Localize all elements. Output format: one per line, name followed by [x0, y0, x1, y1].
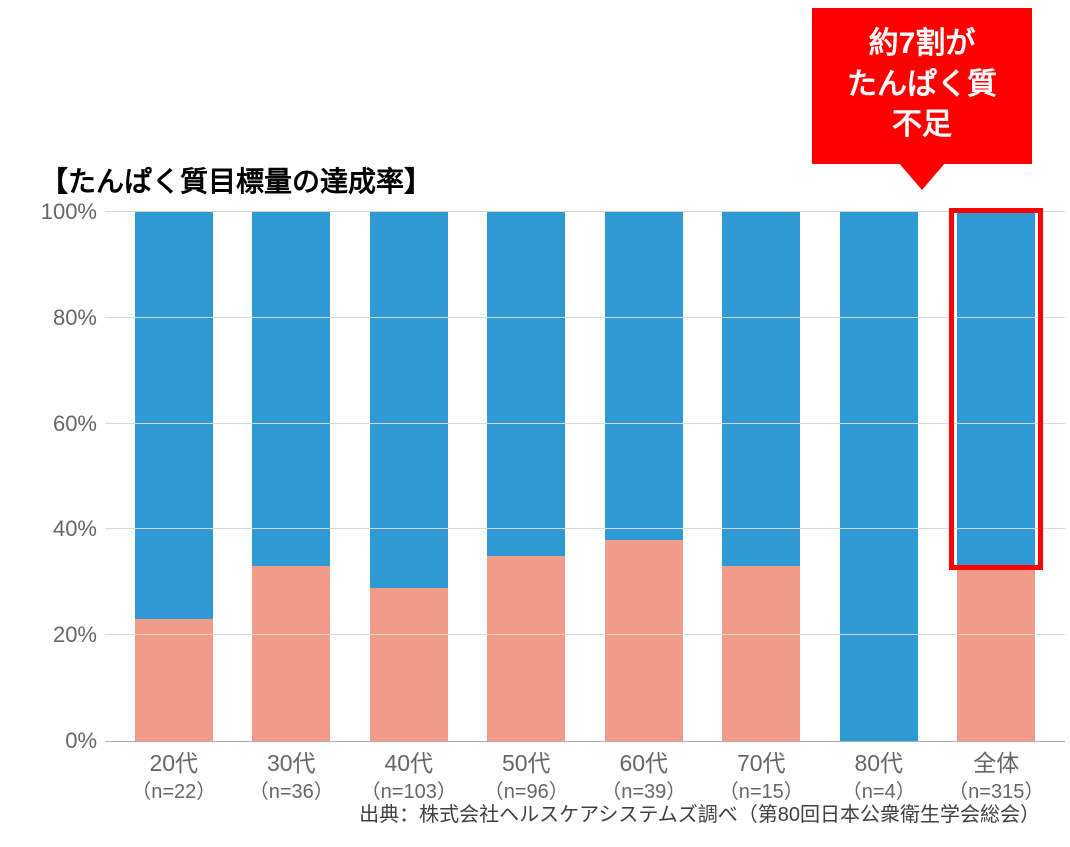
y-tick-label: 100% — [33, 199, 97, 225]
stacked-bar — [957, 212, 1035, 741]
bar-segment-top — [957, 212, 1035, 566]
y-tick-label: 60% — [33, 411, 97, 437]
bar-segment-top — [487, 212, 565, 556]
bar-segment-bottom — [135, 619, 213, 741]
bar-slot — [585, 212, 703, 741]
bar-segment-top — [252, 212, 330, 566]
y-tick-label: 80% — [33, 305, 97, 331]
bar-segment-bottom — [957, 566, 1035, 741]
chart-title: 【たんぱく質目標量の達成率】 — [40, 160, 1040, 200]
bar-slot — [820, 212, 938, 741]
bars-container — [105, 212, 1065, 741]
bar-segment-top — [722, 212, 800, 566]
bar-slot — [233, 212, 351, 741]
y-tick-label: 0% — [33, 728, 97, 754]
gridline — [105, 317, 1065, 318]
chart-area: 0%20%40%60%80%100% 20代（n=22）30代（n=36）40代… — [105, 212, 1065, 742]
x-tick-label: 20代（n=22） — [115, 748, 233, 806]
bar-slot — [350, 212, 468, 741]
callout-bubble: 約7割が たんぱく質 不足 — [812, 8, 1032, 164]
callout-line: 約7割が — [822, 24, 1022, 65]
y-tick-label: 20% — [33, 622, 97, 648]
bar-slot — [703, 212, 821, 741]
bar-segment-bottom — [252, 566, 330, 741]
stacked-bar — [370, 212, 448, 741]
gridline — [105, 423, 1065, 424]
bar-segment-bottom — [487, 556, 565, 741]
bar-segment-bottom — [370, 588, 448, 741]
stacked-bar — [487, 212, 565, 741]
stacked-bar — [840, 212, 918, 741]
bar-segment-top — [135, 212, 213, 619]
gridline — [105, 211, 1065, 212]
stacked-bar — [605, 212, 683, 741]
bar-slot — [115, 212, 233, 741]
stacked-bar — [722, 212, 800, 741]
y-tick-label: 40% — [33, 516, 97, 542]
bar-segment-top — [840, 212, 918, 741]
gridline — [105, 634, 1065, 635]
stacked-bar — [252, 212, 330, 741]
gridline — [105, 528, 1065, 529]
x-tick-label: 30代（n=36） — [233, 748, 351, 806]
callout-line: たんぱく質 — [822, 65, 1022, 106]
bar-segment-bottom — [605, 540, 683, 741]
callout-line: 不足 — [822, 105, 1022, 146]
stacked-bar — [135, 212, 213, 741]
bar-segment-bottom — [722, 566, 800, 741]
bar-segment-top — [370, 212, 448, 588]
bar-segment-top — [605, 212, 683, 540]
plot-region: 0%20%40%60%80%100% — [105, 212, 1065, 742]
bar-slot — [938, 212, 1056, 741]
source-text: 出典：株式会社ヘルスケアシステムズ調べ（第80回日本公衆衛生学会総会） — [359, 798, 1040, 827]
bar-slot — [468, 212, 586, 741]
